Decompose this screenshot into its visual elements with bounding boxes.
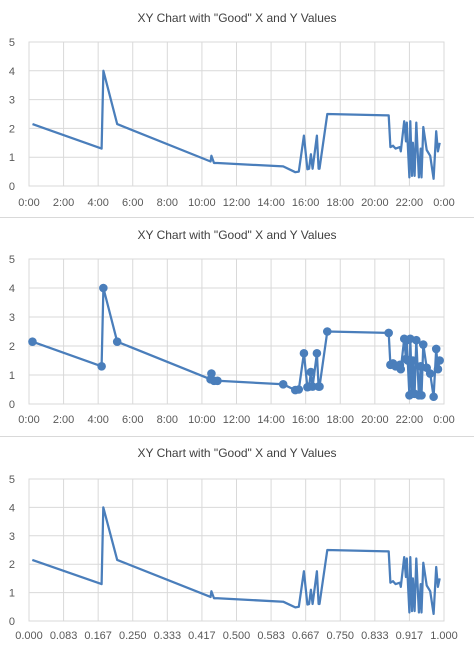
panel-divider (0, 217, 474, 218)
x-tick-label: 12:00 (223, 414, 251, 426)
data-point-marker (396, 364, 406, 374)
y-tick-label: 1 (9, 152, 15, 164)
plot-area-frame (28, 41, 445, 187)
x-tick-label: 0.833 (361, 630, 389, 642)
x-tick-label: 0.167 (84, 630, 112, 642)
xy-chart-2-with-markers: XY Chart with "Good" X and Y Values 0 1 2 3 4… (9, 228, 455, 426)
x-tick-label: 10:00 (188, 197, 216, 209)
data-point-marker (315, 382, 324, 391)
x-tick-label: 20:00 (361, 414, 389, 426)
data-point-marker (299, 348, 309, 358)
chart-title: XY Chart with "Good" X and Y Values (137, 446, 336, 460)
data-point-marker (425, 369, 435, 378)
x-tick-label: 0.667 (292, 630, 320, 642)
x-tick-label: 20:00 (361, 197, 389, 209)
x-tick-label: 0:00 (433, 414, 454, 426)
y-tick-label: 0 (9, 181, 15, 193)
data-point-marker (322, 327, 332, 336)
data-point-marker (213, 376, 222, 386)
x-tick-label: 0.250 (119, 630, 147, 642)
data-point-marker (417, 391, 426, 400)
panel-divider (0, 436, 474, 437)
data-point-marker (207, 369, 216, 378)
data-point-marker (429, 392, 438, 402)
y-tick-label: 4 (9, 502, 15, 514)
x-tick-label: 6:00 (122, 197, 143, 209)
data-point-marker (112, 337, 122, 346)
y-tick-label: 1 (9, 370, 15, 382)
data-point-marker (278, 379, 288, 389)
xy-chart-3-fractional-axis: XY Chart with "Good" X and Y Values 0 1 2 3 4… (9, 446, 458, 642)
data-point-marker (418, 340, 428, 349)
data-point-marker (28, 337, 37, 346)
x-tick-label: 18:00 (326, 414, 354, 426)
chart-panel-3: XY Chart with "Good" X and Y Values 0 1 2 3 4… (0, 437, 474, 654)
y-tick-label: 5 (9, 37, 15, 49)
x-tick-label: 0.917 (396, 630, 424, 642)
x-tick-label: 8:00 (157, 197, 178, 209)
data-point-marker (294, 385, 304, 394)
y-tick-label: 2 (9, 123, 15, 135)
x-tick-label: 0.750 (326, 630, 354, 642)
chart-title: XY Chart with "Good" X and Y Values (137, 11, 336, 25)
y-tick-label: 0 (9, 399, 15, 411)
data-point-marker (97, 362, 106, 371)
x-tick-label: 2:00 (53, 197, 74, 209)
plot-area-frame (28, 478, 445, 622)
x-tick-label: 6:00 (122, 414, 143, 426)
x-tick-label: 10:00 (188, 414, 216, 426)
chart-title: XY Chart with "Good" X and Y Values (137, 228, 336, 242)
data-point-marker (408, 356, 418, 365)
y-tick-label: 4 (9, 283, 15, 295)
y-tick-label: 0 (9, 616, 15, 628)
y-tick-label: 2 (9, 341, 15, 353)
xy-chart-1: XY Chart with "Good" X and Y Values 0 1 2 3 4… (9, 11, 455, 209)
data-point-marker (412, 335, 421, 345)
y-tick-label: 5 (9, 474, 15, 486)
x-tick-label: 4:00 (87, 414, 108, 426)
x-tick-label: 22:00 (396, 414, 424, 426)
y-tick-label: 2 (9, 559, 15, 571)
x-tick-label: 0.583 (257, 630, 285, 642)
x-tick-label: 0.500 (223, 630, 251, 642)
x-tick-label: 12:00 (223, 197, 251, 209)
x-tick-label: 0.333 (154, 630, 182, 642)
x-tick-label: 2:00 (53, 414, 74, 426)
data-point-marker (312, 348, 322, 358)
y-tick-label: 4 (9, 66, 15, 78)
y-tick-label: 3 (9, 95, 15, 107)
y-tick-label: 5 (9, 254, 15, 266)
data-point-marker (435, 356, 444, 365)
x-tick-label: 0.083 (50, 630, 78, 642)
data-point-marker (99, 283, 108, 293)
x-tick-label: 0:00 (433, 197, 454, 209)
data-point-marker (384, 328, 393, 338)
data-point-marker (433, 364, 443, 374)
chart-panel-2: XY Chart with "Good" X and Y Values 0 1 2 3 4… (0, 219, 474, 435)
x-tick-label: 1.000 (430, 630, 458, 642)
x-tick-label: 0.417 (188, 630, 216, 642)
series-line (32, 69, 441, 180)
x-tick-label: 16:00 (292, 197, 320, 209)
x-tick-label: 8:00 (157, 414, 178, 426)
data-point-marker (431, 344, 441, 354)
x-tick-label: 14:00 (257, 197, 285, 209)
plot-area-frame (28, 258, 445, 405)
y-tick-label: 3 (9, 531, 15, 543)
y-tick-label: 1 (9, 588, 15, 600)
data-point-marker (306, 367, 316, 377)
chart-panel-1: XY Chart with "Good" X and Y Values 0 1 2 3 4… (0, 0, 474, 216)
x-tick-label: 0.000 (15, 630, 43, 642)
x-tick-label: 0:00 (18, 414, 39, 426)
x-tick-label: 4:00 (87, 197, 108, 209)
x-tick-label: 18:00 (326, 197, 354, 209)
y-tick-label: 3 (9, 312, 15, 324)
x-tick-label: 0:00 (18, 197, 39, 209)
x-tick-label: 14:00 (257, 414, 285, 426)
x-tick-label: 16:00 (292, 414, 320, 426)
x-tick-label: 22:00 (396, 197, 424, 209)
series-line (31, 506, 441, 616)
